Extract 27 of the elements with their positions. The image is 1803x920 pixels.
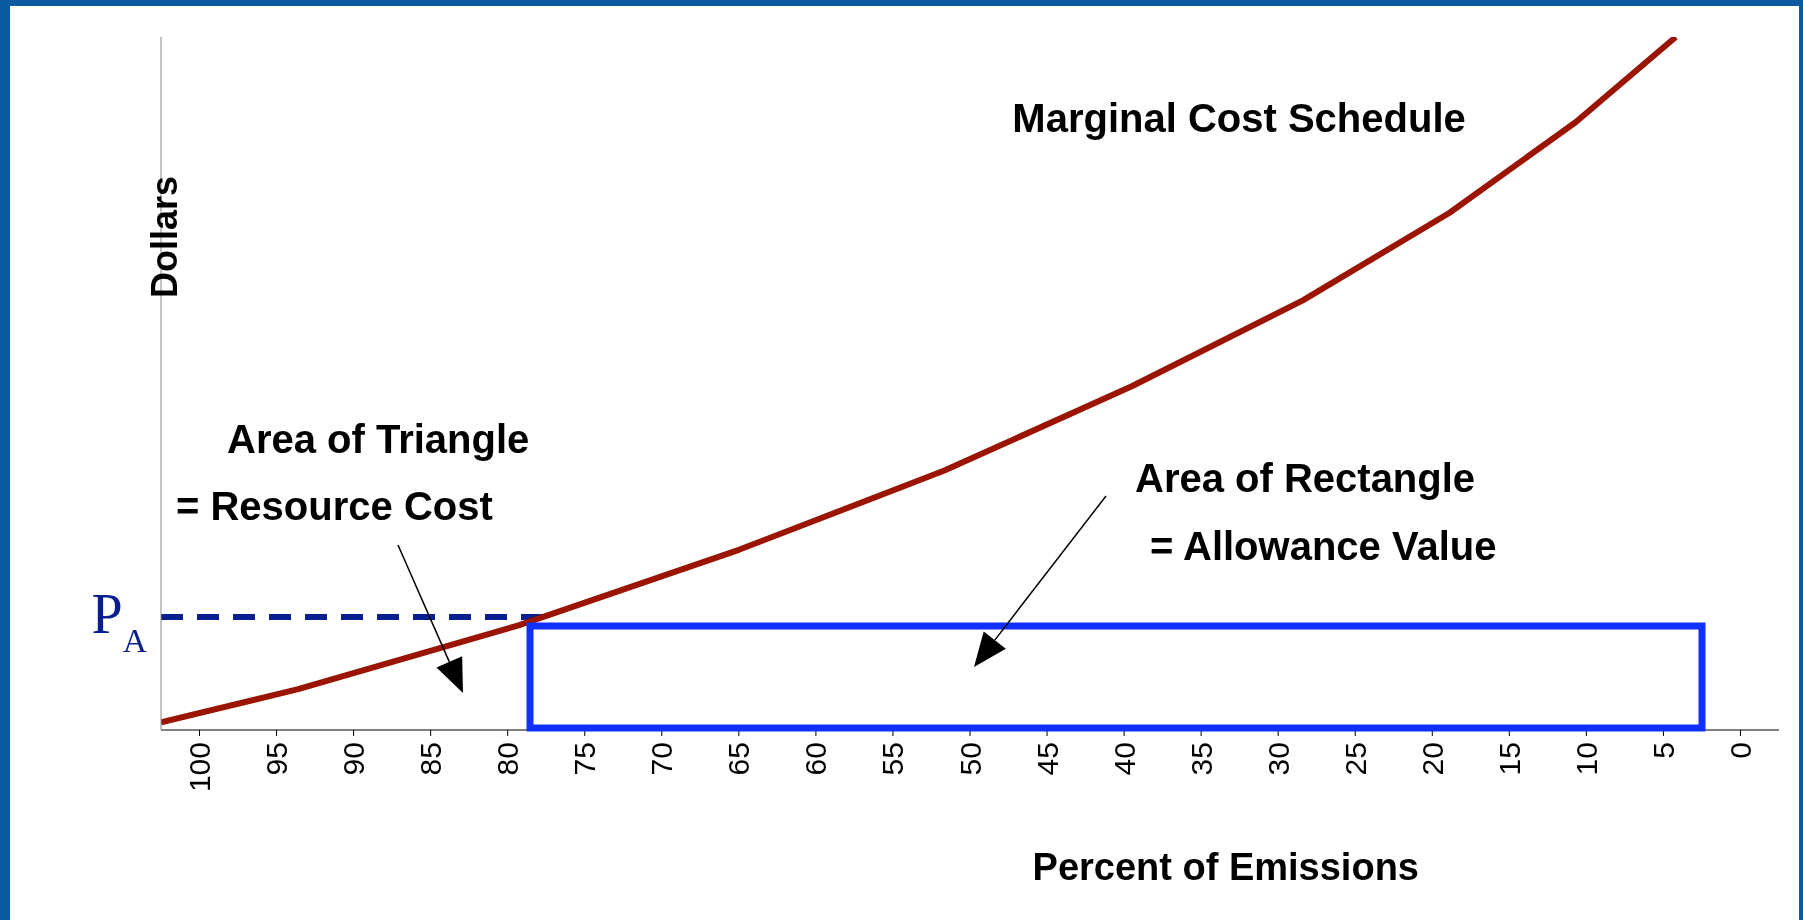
x-tick-label: 90	[337, 742, 371, 776]
x-tick-label: 0	[1723, 742, 1757, 759]
x-tick-label: 100	[183, 742, 217, 793]
x-tick-label: 30	[1261, 742, 1295, 776]
annotation: Area of Triangle = Resource Cost	[176, 417, 530, 528]
x-tick-label: 80	[491, 742, 525, 776]
y-axis-title: Dollars	[143, 175, 185, 299]
x-tick-label: 45	[1030, 742, 1064, 776]
x-tick-label: 35	[1184, 742, 1218, 776]
x-tick-label: 55	[876, 742, 910, 776]
x-tick-label: 25	[1338, 742, 1372, 776]
ref-line-label: P$_{A}$	[91, 583, 147, 659]
x-tick-label: 95	[260, 742, 294, 776]
x-tick-label: 70	[645, 742, 679, 776]
x-tick-label: 5	[1646, 742, 1680, 759]
x-tick-label: 20	[1415, 742, 1449, 776]
x-tick-label: 85	[414, 742, 448, 776]
x-axis-title: Percent of Emissions	[1032, 846, 1419, 888]
x-tick-label: 10	[1569, 742, 1603, 776]
annotation: Area of Rectangle = Allowance Value	[1135, 456, 1497, 568]
x-tick-label: 15	[1492, 742, 1526, 776]
x-tick-label: 60	[799, 742, 833, 776]
x-tick-label: 40	[1107, 742, 1141, 776]
x-tick-label: 75	[568, 742, 602, 776]
x-tick-label: 50	[953, 742, 987, 776]
x-tick-label: 65	[722, 742, 756, 776]
series-label: Marginal Cost Schedule	[1012, 96, 1466, 140]
